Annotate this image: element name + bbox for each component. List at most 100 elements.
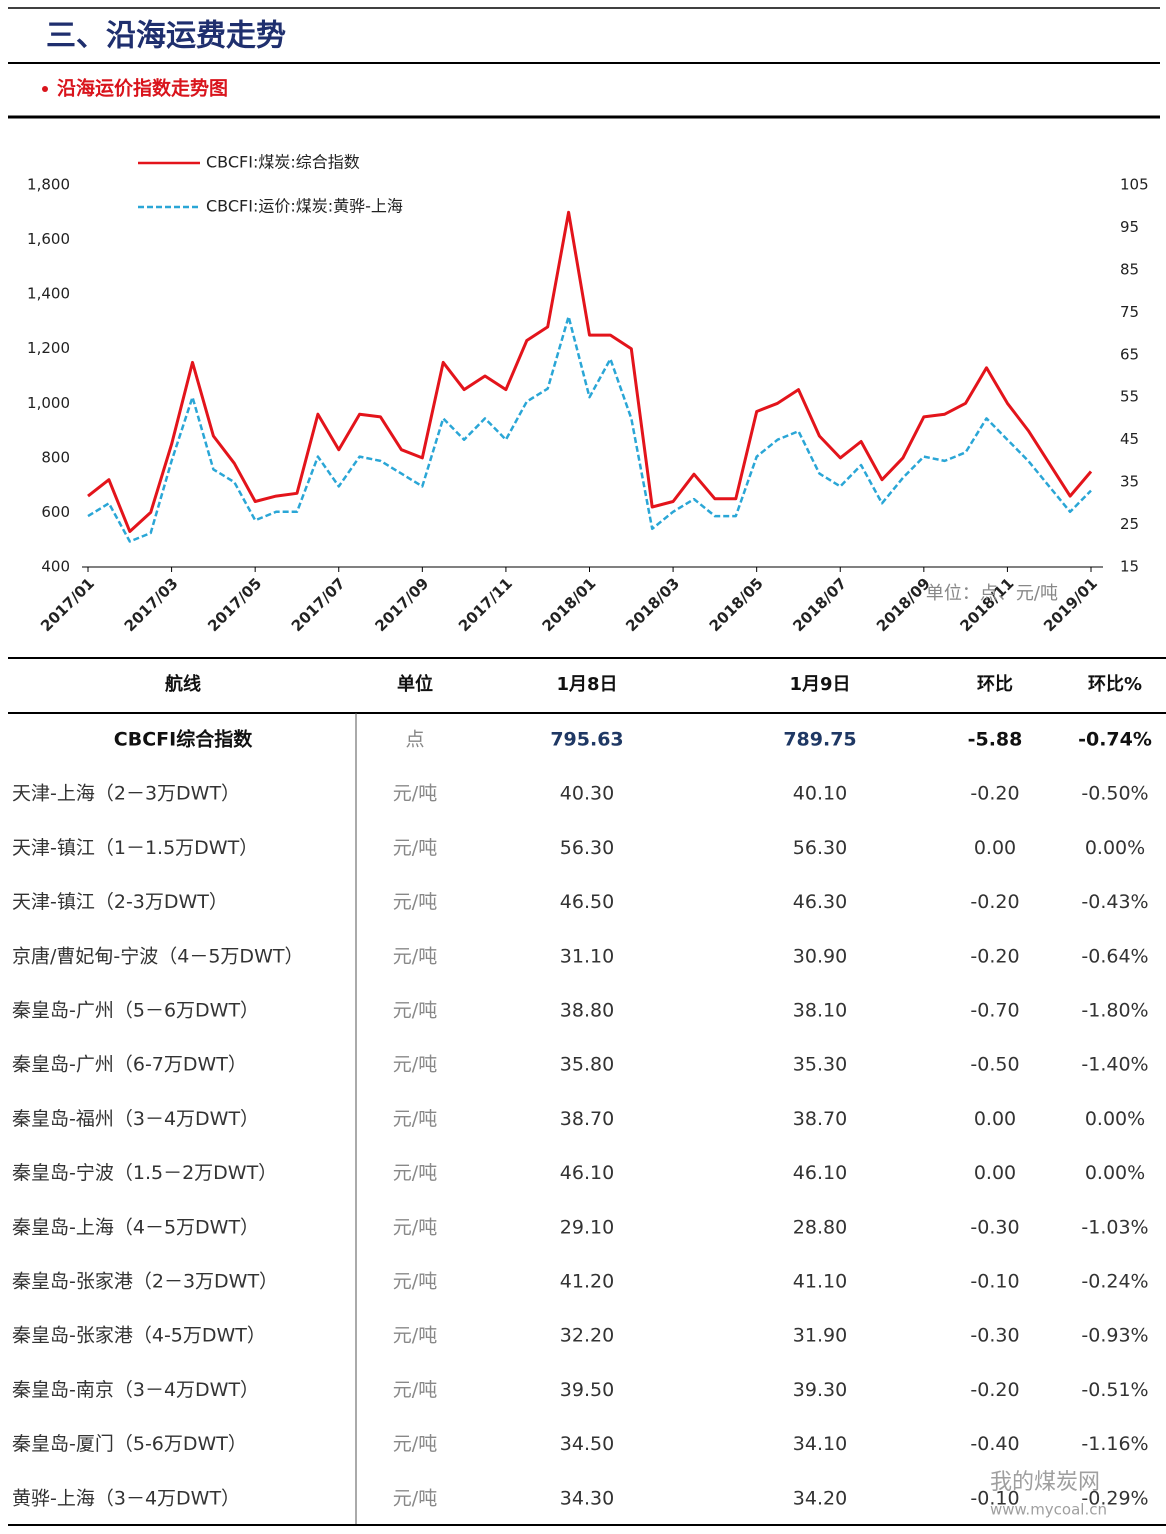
table-header-cell: 环比 bbox=[977, 674, 1013, 695]
table-cell: 38.80 bbox=[560, 1000, 614, 1022]
subtitle: 沿海运价指数走势图 bbox=[57, 77, 228, 100]
table-cell: 元/吨 bbox=[393, 1271, 437, 1293]
table-cell: 元/吨 bbox=[393, 1000, 437, 1022]
table-cell: 35.80 bbox=[560, 1054, 614, 1076]
bullet bbox=[42, 86, 48, 92]
table-cell: CBCFI综合指数 bbox=[114, 728, 253, 751]
y-tick-label: 1,800 bbox=[27, 176, 70, 194]
table-cell: 56.30 bbox=[560, 837, 614, 859]
y-tick-label: 1,600 bbox=[27, 230, 70, 248]
table-cell: 秦皇岛-厦门（5-6万DWT） bbox=[12, 1433, 247, 1455]
table-cell: 34.50 bbox=[560, 1433, 614, 1455]
table-cell: 789.75 bbox=[783, 729, 856, 751]
y2-tick-label: 55 bbox=[1120, 388, 1139, 406]
table-cell: 39.30 bbox=[793, 1379, 847, 1401]
table-cell: 795.63 bbox=[550, 729, 623, 751]
table-cell: -0.10 bbox=[970, 1487, 1019, 1509]
watermark-name: 我的煤炭网 bbox=[990, 1470, 1100, 1495]
table-cell: -1.16% bbox=[1081, 1433, 1148, 1455]
table-cell: 34.30 bbox=[560, 1487, 614, 1509]
y2-tick-label: 15 bbox=[1120, 558, 1139, 576]
table-cell: 秦皇岛-广州（5－6万DWT） bbox=[12, 1000, 259, 1022]
table-cell: -0.93% bbox=[1081, 1325, 1148, 1347]
table-cell: 46.50 bbox=[560, 891, 614, 913]
y2-tick-label: 95 bbox=[1120, 218, 1139, 236]
table-cell: -0.10 bbox=[970, 1271, 1019, 1293]
table-cell: -0.30 bbox=[970, 1325, 1019, 1347]
table-cell: 元/吨 bbox=[393, 837, 437, 859]
table-cell: 40.30 bbox=[560, 783, 614, 805]
table-cell: -1.03% bbox=[1081, 1216, 1148, 1238]
x-tick-label: 2018/09 bbox=[873, 574, 934, 635]
table-cell: -0.20 bbox=[970, 891, 1019, 913]
table-cell: 31.90 bbox=[793, 1325, 847, 1347]
table-cell: 京唐/曹妃甸-宁波（4－5万DWT） bbox=[12, 945, 303, 967]
y-tick-label: 1,400 bbox=[27, 285, 70, 303]
table-cell: -0.30 bbox=[970, 1216, 1019, 1238]
table-cell: 38.70 bbox=[560, 1108, 614, 1130]
table-cell: 46.10 bbox=[560, 1162, 614, 1184]
y-tick-label: 400 bbox=[41, 558, 70, 576]
y-tick-label: 1,000 bbox=[27, 394, 70, 412]
table-cell: 元/吨 bbox=[393, 1325, 437, 1347]
legend-label: CBCFI:煤炭:综合指数 bbox=[206, 153, 360, 172]
table-cell: 38.70 bbox=[793, 1108, 847, 1130]
table-cell: -1.40% bbox=[1081, 1054, 1148, 1076]
series-line bbox=[87, 210, 1093, 533]
table-cell: 32.20 bbox=[560, 1325, 614, 1347]
table-cell: -0.74% bbox=[1078, 729, 1152, 751]
y2-tick-label: 65 bbox=[1120, 345, 1139, 363]
table-cell: 31.10 bbox=[560, 945, 614, 967]
table-header-cell: 1月9日 bbox=[789, 674, 850, 695]
table-cell: 56.30 bbox=[793, 837, 847, 859]
table-cell: -0.40 bbox=[970, 1433, 1019, 1455]
table-cell: 0.00% bbox=[1085, 837, 1145, 859]
table-cell: 秦皇岛-福州（3－4万DWT） bbox=[12, 1108, 259, 1130]
table-header-cell: 1月8日 bbox=[556, 674, 617, 695]
legend-label: CBCFI:运价:煤炭:黄骅-上海 bbox=[206, 197, 403, 216]
table-cell: -0.64% bbox=[1081, 945, 1148, 967]
table-cell: 黄骅-上海（3－4万DWT） bbox=[12, 1487, 240, 1509]
table-cell: 39.50 bbox=[560, 1379, 614, 1401]
table-cell: -0.20 bbox=[970, 945, 1019, 967]
table-cell: 元/吨 bbox=[393, 1162, 437, 1184]
x-tick-label: 2018/03 bbox=[622, 574, 683, 635]
x-tick-label: 2017/03 bbox=[121, 574, 182, 635]
table-cell: -0.24% bbox=[1081, 1271, 1148, 1293]
table-cell: 元/吨 bbox=[393, 1216, 437, 1238]
table-cell: 46.10 bbox=[793, 1162, 847, 1184]
table-cell: 秦皇岛-广州（6-7万DWT） bbox=[12, 1054, 247, 1076]
y-tick-label: 800 bbox=[41, 448, 70, 466]
table-cell: 38.10 bbox=[793, 1000, 847, 1022]
table-cell: 秦皇岛-南京（3－4万DWT） bbox=[12, 1379, 259, 1401]
y-tick-label: 1,200 bbox=[27, 339, 70, 357]
table-cell: 天津-镇江（2-3万DWT） bbox=[12, 891, 228, 913]
y2-tick-label: 75 bbox=[1120, 303, 1139, 321]
y2-tick-label: 105 bbox=[1120, 176, 1149, 194]
y2-tick-label: 45 bbox=[1120, 430, 1139, 448]
table-cell: 41.10 bbox=[793, 1271, 847, 1293]
table-cell: 0.00 bbox=[974, 1108, 1016, 1130]
x-tick-label: 2017/11 bbox=[455, 574, 516, 635]
table-cell: 元/吨 bbox=[393, 1433, 437, 1455]
table-cell: -0.50% bbox=[1081, 783, 1148, 805]
table-cell: -0.51% bbox=[1081, 1379, 1148, 1401]
table-cell: -5.88 bbox=[968, 729, 1023, 751]
watermark-url: www.mycoal.cn bbox=[990, 1501, 1107, 1519]
y2-tick-label: 35 bbox=[1120, 473, 1139, 491]
x-tick-label: 2018/05 bbox=[706, 574, 767, 635]
table-cell: 34.10 bbox=[793, 1433, 847, 1455]
table-cell: -0.50 bbox=[970, 1054, 1019, 1076]
table-header-cell: 航线 bbox=[165, 673, 201, 695]
table-cell: 0.00% bbox=[1085, 1162, 1145, 1184]
table-cell: 0.00% bbox=[1085, 1108, 1145, 1130]
table-cell: 40.10 bbox=[793, 783, 847, 805]
table-cell: 秦皇岛-张家港（2－3万DWT） bbox=[12, 1271, 278, 1293]
table-cell: 秦皇岛-上海（4－5万DWT） bbox=[12, 1216, 259, 1238]
table-cell: -0.29% bbox=[1081, 1487, 1148, 1509]
table-cell: 秦皇岛-宁波（1.5－2万DWT） bbox=[12, 1162, 277, 1184]
x-tick-label: 2018/07 bbox=[789, 574, 850, 635]
table-cell: 34.20 bbox=[793, 1487, 847, 1509]
